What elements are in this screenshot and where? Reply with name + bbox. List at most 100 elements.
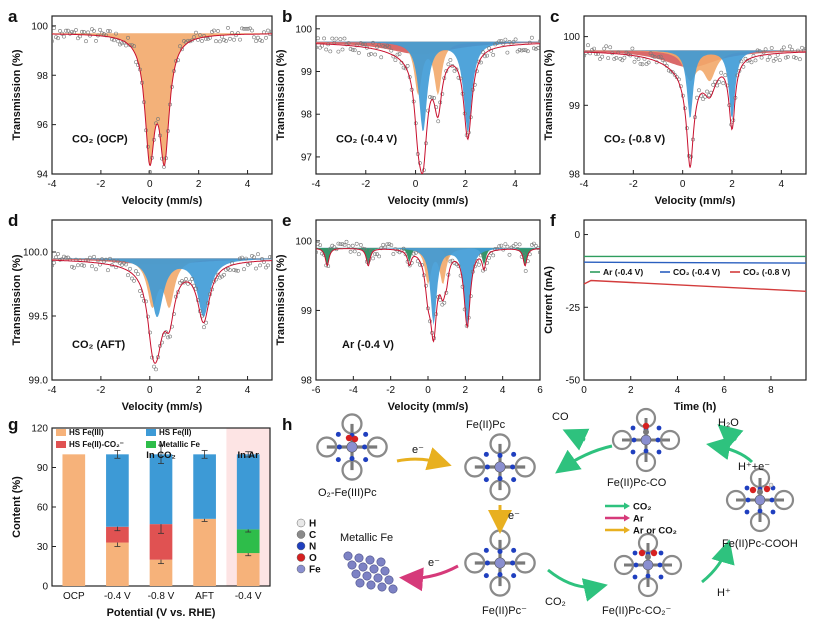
data-point (194, 286, 198, 291)
data-point (600, 54, 605, 59)
data-point (90, 27, 94, 32)
legend-entry: HS Fe(II)-CO₂⁻ (69, 440, 124, 449)
chart-annotation: CO₂ (-0.8 V) (604, 133, 665, 145)
data-point (505, 244, 510, 249)
nitrogen-atom (655, 437, 661, 443)
y-tick-label: 100 (31, 21, 48, 32)
group-label: In Ar (238, 450, 260, 461)
x-axis-label: Velocity (mm/s) (655, 195, 736, 207)
atom-legend-label: N (309, 542, 316, 553)
data-point (442, 300, 447, 305)
data-point (212, 28, 216, 33)
data-point (244, 26, 248, 31)
data-point (436, 119, 441, 124)
arrow-cooh-to-co (706, 436, 754, 464)
data-point (513, 37, 518, 42)
data-point (252, 255, 256, 260)
data-point (739, 59, 744, 64)
data-point (134, 60, 138, 65)
data-point (136, 272, 140, 277)
data-point (424, 283, 428, 288)
fe-atom (343, 551, 353, 561)
data-point (244, 256, 248, 261)
data-point (588, 51, 593, 56)
bar-segment (106, 454, 129, 527)
y-tick-label: 98 (301, 376, 313, 387)
data-point (254, 39, 258, 44)
chart-c: -4 -2 0 2 4 98 99 100 Velocity (mm/s) Transmissio… (543, 15, 807, 207)
nitrogen-atom (656, 425, 662, 431)
data-point (377, 254, 382, 259)
bar-segment (236, 553, 260, 586)
panel-letter-h: h (282, 415, 292, 434)
y-tick-label: 0 (42, 582, 48, 593)
data-point (360, 42, 365, 47)
nitrogen-atom (511, 547, 517, 553)
bar-segment (149, 524, 173, 560)
label-fe2pc-cooh: Fe(II)Pc-COOH (722, 538, 798, 550)
atom-legend-swatch (296, 530, 306, 539)
x-tick-label: 4 (500, 385, 506, 396)
data-point (206, 37, 210, 41)
data-point (798, 57, 802, 62)
data-point (216, 272, 220, 277)
y-tick-label: 99 (301, 67, 313, 78)
legend-entry: HS Fe(III) (69, 428, 104, 437)
y-tick-label: 120 (31, 424, 48, 435)
x-axis-label: Velocity (mm/s) (388, 401, 469, 413)
nitrogen-atom (497, 452, 503, 458)
data-point (371, 40, 375, 45)
data-point (530, 35, 534, 40)
data-point (476, 262, 481, 267)
data-point (178, 44, 182, 49)
y-axis-label: Transmission (%) (11, 254, 23, 345)
data-point (401, 65, 406, 70)
x-tick-label: 0 (147, 385, 153, 396)
data-point (781, 45, 786, 50)
x-tick-label: 0 (425, 385, 431, 396)
data-point (58, 28, 62, 33)
data-point (393, 58, 398, 63)
data-point (356, 51, 361, 55)
data-point (501, 42, 506, 46)
data-point (521, 48, 526, 52)
nitrogen-atom (511, 573, 517, 579)
data-point (478, 253, 483, 258)
data-point (76, 36, 80, 41)
benzo-ring (464, 552, 486, 574)
data-point (178, 280, 182, 285)
x-axis-label: Time (h) (674, 401, 717, 413)
chart-d: -4 -2 0 2 4 99.0 99.5 100.0 Velocity (mm/s) Trans… (11, 219, 273, 413)
data-point (662, 61, 667, 66)
data-point (342, 242, 347, 247)
data-point (788, 44, 792, 49)
data-point (440, 92, 445, 96)
x-tick-label: 2 (463, 179, 469, 190)
fe-atom (373, 573, 383, 583)
data-point (242, 26, 246, 31)
iron-atom (494, 557, 506, 569)
data-point (523, 48, 528, 53)
charts-layer: -4 -2 0 2 4 94 96 98 100 Velocity (mm/s) Transmiss… (11, 15, 807, 619)
data-point (106, 268, 110, 273)
y-axis-label: Transmission (%) (11, 49, 23, 140)
data-point (656, 55, 661, 60)
x-tick-label: OCP (63, 591, 85, 602)
data-point (340, 242, 345, 247)
panel-letter-d: d (8, 211, 18, 230)
data-point (371, 256, 375, 261)
x-tick-label: -6 (312, 385, 321, 396)
data-point (138, 289, 142, 293)
data-point (366, 52, 371, 57)
data-point (192, 35, 196, 39)
data-point (379, 55, 384, 60)
legend-entry: Metallic Fe (159, 440, 200, 449)
data-point (216, 29, 220, 33)
y-tick-label: 96 (37, 120, 49, 131)
benzo-ring (613, 554, 635, 576)
legend-swatch (56, 429, 66, 436)
data-point (735, 73, 740, 78)
data-point (670, 70, 675, 75)
x-tick-label: 0 (581, 385, 587, 396)
